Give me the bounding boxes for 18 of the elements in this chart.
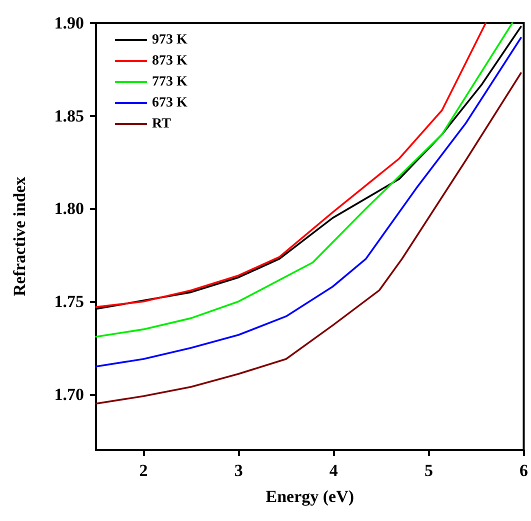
legend-label: 973 K (152, 32, 188, 48)
y-tick-label: 1.70 (54, 384, 84, 404)
y-axis-title: Refractive index (10, 176, 29, 296)
y-tick-label: 1.90 (54, 14, 84, 32)
line-series (95, 72, 522, 404)
x-tick-label: 2 (139, 461, 148, 480)
y-tick-label: 1.85 (54, 106, 84, 126)
x-tick-label: 5 (424, 461, 433, 480)
legend-label: 873 K (152, 54, 188, 68)
y-tick-label: 1.80 (54, 199, 84, 218)
x-tick-label: 6 (520, 461, 528, 480)
legend-label: RT (152, 116, 172, 132)
x-tick-label: 3 (234, 461, 243, 480)
x-tick-label: 4 (329, 461, 338, 480)
legend-label: 773 K (152, 74, 188, 90)
x-axis-title: Energy (eV) (266, 487, 354, 506)
legend-label: 673 K (152, 96, 188, 110)
y-tick-label: 1.75 (54, 292, 84, 311)
